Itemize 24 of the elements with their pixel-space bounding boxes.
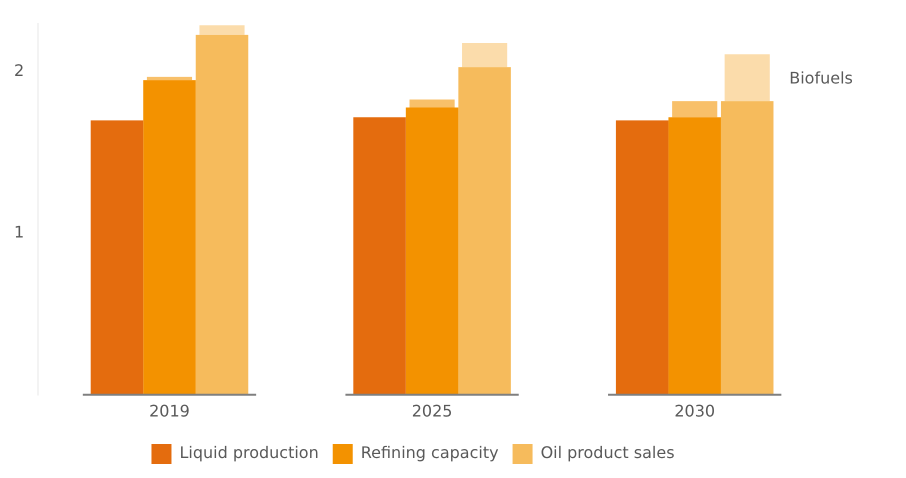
bar bbox=[720, 101, 774, 395]
bar bbox=[146, 76, 192, 80]
x-tick-label: 2025 bbox=[412, 402, 452, 421]
bar bbox=[196, 34, 248, 395]
bar bbox=[672, 101, 718, 118]
x-tick-label: 2019 bbox=[149, 402, 190, 421]
bar bbox=[458, 67, 511, 395]
bar bbox=[143, 80, 196, 395]
bar bbox=[410, 99, 455, 108]
legend-label: Refining capacity bbox=[360, 443, 499, 462]
bar bbox=[406, 108, 458, 395]
bar bbox=[353, 117, 406, 395]
legend-label: Oil product sales bbox=[540, 443, 675, 462]
y-tick-label: 2 bbox=[14, 61, 24, 80]
annotation: Biofuels bbox=[789, 68, 853, 88]
bar bbox=[462, 42, 508, 68]
bar bbox=[199, 25, 245, 35]
bar bbox=[616, 120, 668, 395]
legend-label: Liquid production bbox=[179, 443, 319, 462]
x-tick-label: 2030 bbox=[674, 402, 716, 421]
bar bbox=[90, 120, 144, 395]
bar bbox=[724, 54, 770, 102]
y-tick-label: 1 bbox=[14, 222, 24, 242]
bar bbox=[668, 117, 721, 395]
